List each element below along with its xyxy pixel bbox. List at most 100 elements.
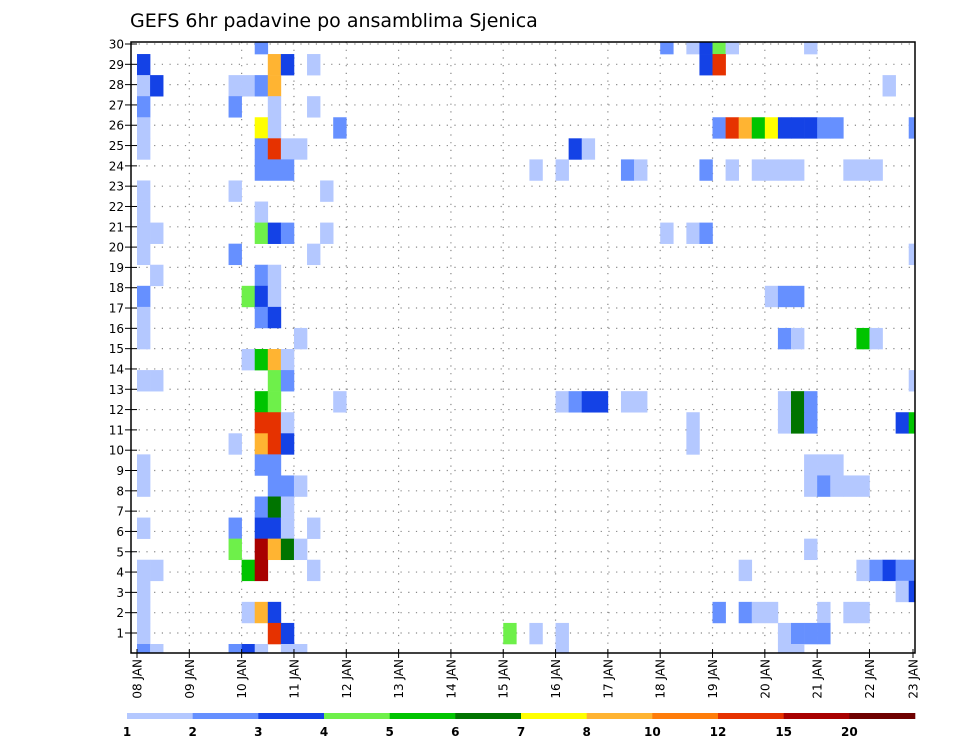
heatmap-cell [751,159,766,181]
x-tick-label: 20 JAN [758,659,772,699]
heatmap-cell [882,75,896,97]
heatmap-cell [280,159,295,181]
heatmap-cell [267,622,282,645]
heatmap-cell [529,159,543,181]
heatmap-cell [725,117,739,139]
heatmap-cell [843,475,857,497]
heatmap-cell [503,622,517,645]
heatmap-cell [581,391,596,413]
x-tick-label: 08 JAN [131,659,145,699]
heatmap-cell [830,475,844,497]
heatmap-cell [791,285,805,308]
colorbar: 1 2 3 4 5 6 7 8 10 12 15 20 [123,713,916,739]
heatmap-cell [241,644,256,654]
heatmap-cell [241,601,256,624]
heatmap-cell [150,264,164,287]
heatmap-cell [267,517,282,539]
heatmap-cell [908,117,916,139]
colorbar-label: 8 [582,725,590,739]
heatmap-cell [320,180,334,202]
y-tick-label: 17 [109,302,124,316]
heatmap-cell [254,391,269,413]
colorbar-swatch [127,713,193,719]
heatmap-cell [280,54,295,76]
x-tick-label: 19 JAN [706,659,720,699]
colorbar-swatch [783,713,850,719]
heatmap-cell [137,96,151,118]
y-tick-label: 23 [109,180,124,194]
heatmap-cell [804,412,818,434]
heatmap-cell [293,475,308,497]
heatmap-cell [254,454,269,476]
heatmap-cell [150,644,164,654]
heatmap-cell [254,42,269,55]
heatmap-cell [254,201,269,223]
heatmap-cell [804,538,818,561]
colorbar-label: 1 [123,725,131,739]
colorbar-label: 5 [385,725,393,739]
heatmap-cell [843,159,857,181]
heatmap-cell [280,349,295,371]
colorbar-label: 7 [517,725,525,739]
heatmap-cell [830,117,844,139]
heatmap-cell [137,622,151,645]
colorbar-label: 12 [710,725,727,739]
heatmap-cell [280,517,295,539]
heatmap-cell [791,644,805,654]
heatmap-cell [137,306,151,329]
heatmap-cell [856,475,870,497]
heatmap-cell [228,644,242,654]
heatmap-cell [529,622,543,645]
heatmap-cell [280,412,295,434]
colorbar-swatch [718,713,784,719]
heatmap-cell [555,622,569,645]
y-tick-label: 16 [109,322,124,336]
heatmap-cell [908,412,916,434]
heatmap-cell [241,75,256,97]
heatmap-cell [686,412,700,434]
heatmap-cell [307,517,321,539]
heatmap-cell [712,117,726,139]
heatmap-cells [137,42,916,654]
y-tick-label: 7 [116,505,124,519]
heatmap-cell [843,601,857,624]
heatmap-cell [777,622,792,645]
heatmap-cell [594,391,609,413]
heatmap-cell [725,159,739,181]
heatmap-cell [280,370,295,392]
heatmap-cell [307,559,321,582]
heatmap-cell [777,117,792,139]
y-tick-label: 10 [109,444,124,458]
heatmap-cell [791,622,805,645]
heatmap-cell [254,222,269,244]
heatmap-cell [254,306,269,329]
heatmap-cell [791,159,805,181]
y-tick-label: 1 [116,626,124,640]
heatmap-cell [137,370,151,392]
heatmap-cell [228,517,242,539]
y-tick-label: 20 [109,241,124,255]
heatmap-cell [791,412,805,434]
heatmap-cell [908,243,916,266]
heatmap-cell [293,327,308,350]
heatmap-cell [777,285,792,308]
heatmap-cell [137,243,151,266]
heatmap-cell [254,538,269,561]
x-tick-label: 23 JAN [907,659,921,699]
heatmap-cell [254,496,269,518]
chart-title: GEFS 6hr padavine po ansamblima Sjenica [130,10,538,32]
heatmap-cell [137,454,151,476]
heatmap-cell [267,475,282,497]
heatmap-cell [254,75,269,97]
heatmap-cell [280,622,295,645]
heatmap-cell [137,201,151,223]
heatmap-cell [307,96,321,118]
heatmap-cell [254,517,269,539]
y-tick-label: 21 [109,220,124,234]
colorbar-label: 3 [254,725,262,739]
heatmap-cell [137,138,151,160]
colorbar-label: 2 [188,725,196,739]
colorbar-label: 4 [320,725,328,739]
heatmap-cell [137,75,151,97]
